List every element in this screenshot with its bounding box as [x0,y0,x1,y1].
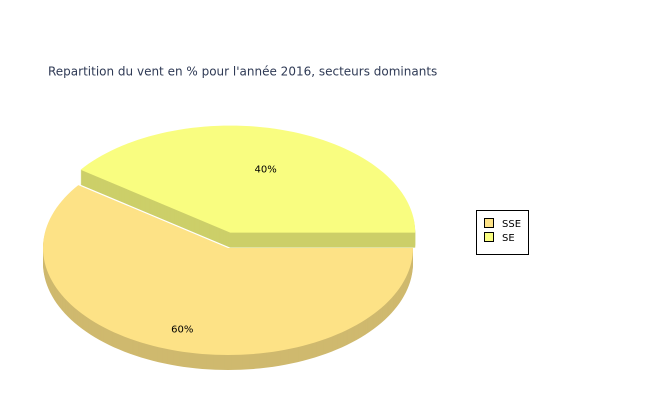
legend-label: SSE [502,219,521,230]
slice-group [80,125,416,248]
chart-title: Repartition du vent en % pour l'année 20… [48,65,437,79]
slice [43,185,413,355]
legend-swatch [484,232,494,242]
slice [80,125,416,233]
value-label: 60% [171,324,193,335]
legend-swatch [484,218,494,228]
slice-group [43,185,413,370]
legend-label: SE [502,233,515,244]
value-label: 40% [255,164,277,175]
